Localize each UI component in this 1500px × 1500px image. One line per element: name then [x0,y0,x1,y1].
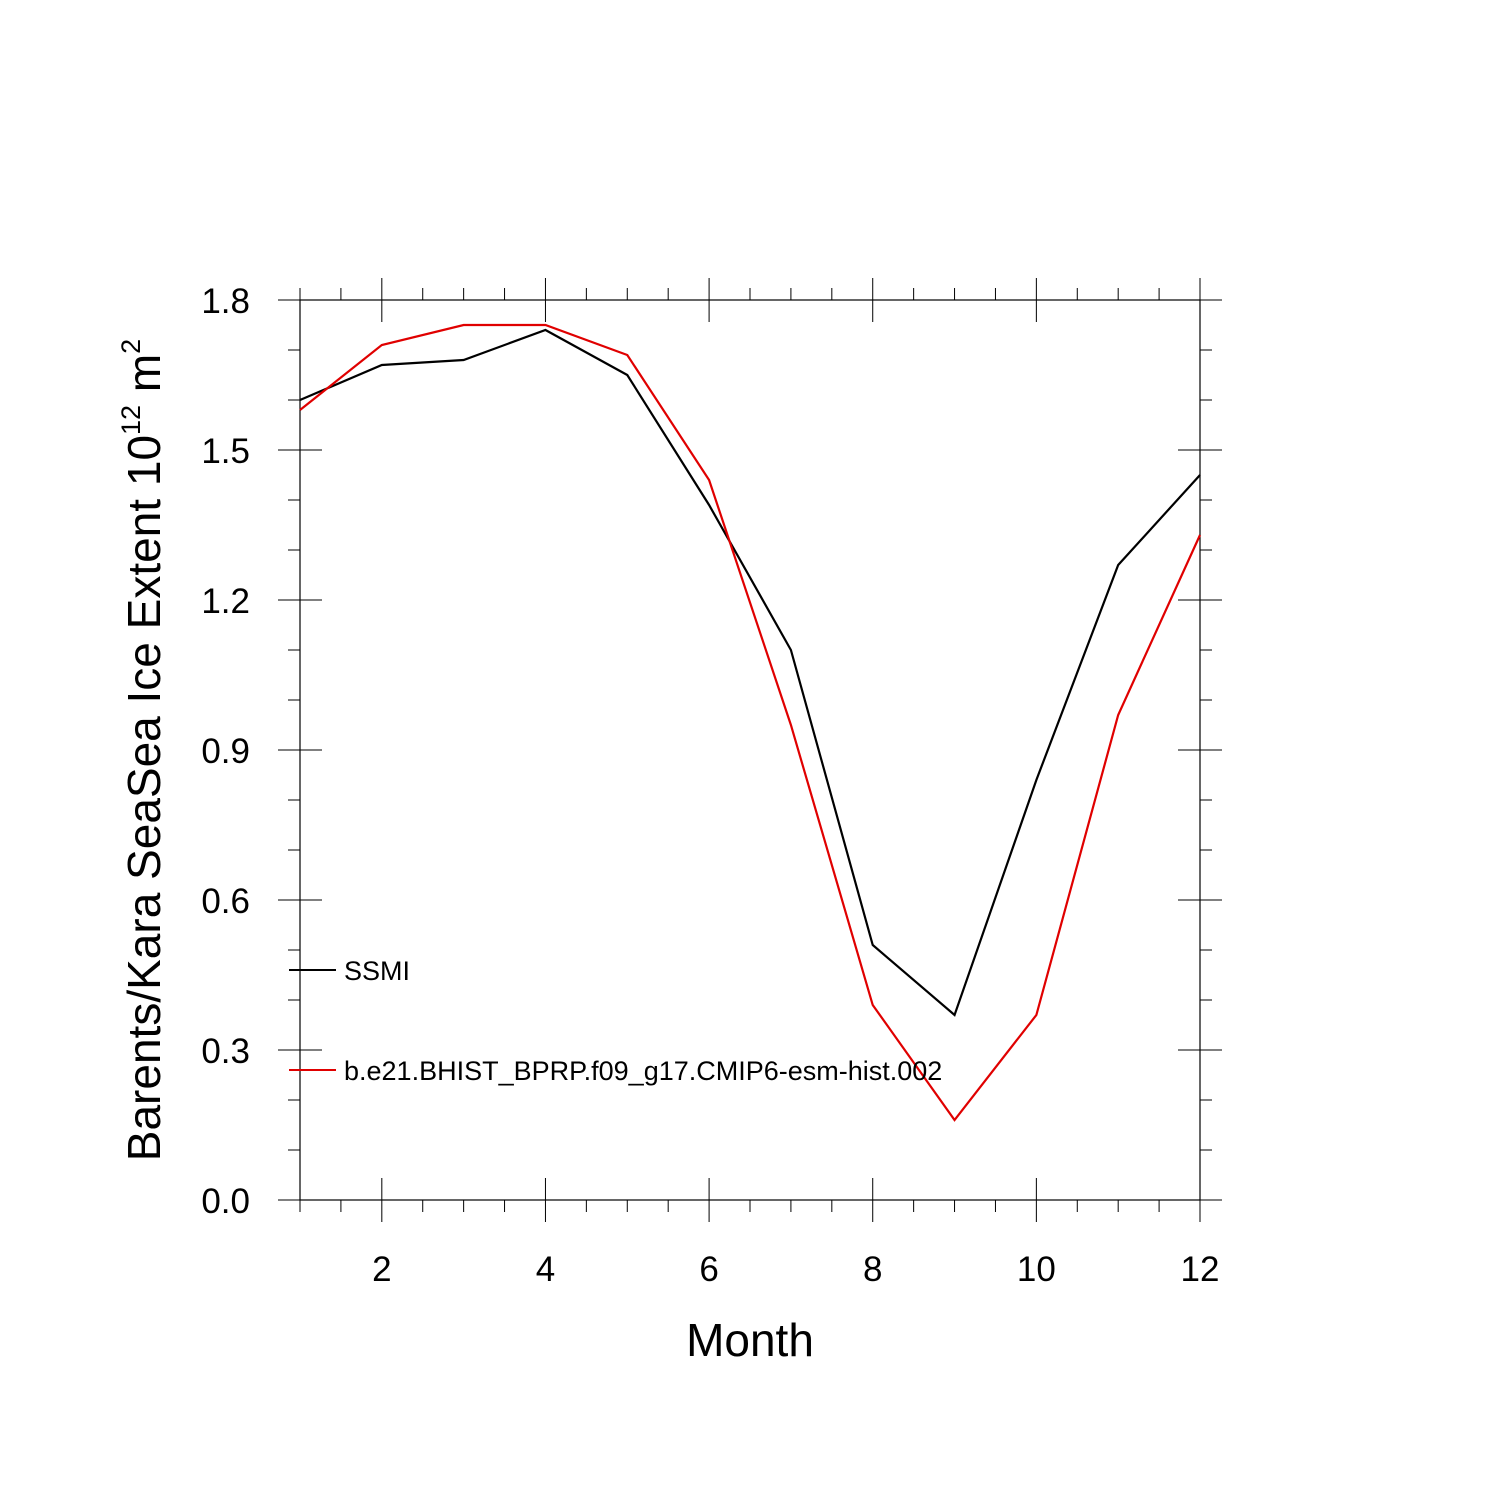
x-tick-label: 6 [699,1250,718,1289]
y-axis-label-main: Barents/Kara SeaSea Ice Extent 10 [118,435,170,1161]
y-tick-label: 1.8 [201,282,250,321]
y-tick-label: 0.9 [201,732,250,771]
series-lines [299,323,1202,1122]
y-axis-label-unit-exponent: 2 [116,339,146,354]
legend-label-ssmi: SSMI [344,956,410,986]
x-axis-label: Month [686,1314,814,1366]
x-tick-label: 10 [1017,1250,1056,1289]
x-tick-label: 2 [372,1250,391,1289]
plot-frame [299,299,1201,1201]
x-tick-label: 8 [863,1250,882,1289]
series-line-model [299,323,1202,1122]
x-tick-label: 4 [536,1250,555,1289]
legend-entry-ssmi: SSMI [289,956,410,986]
y-tick-label: 1.2 [201,582,250,621]
y-tick-label: 0.3 [201,1032,250,1071]
series-line-ssmi [299,328,1201,1017]
minor-ticks [288,288,1212,1212]
legend-entry-model: b.e21.BHIST_BPRP.f09_g17.CMIP6-esm-hist.… [289,1056,942,1086]
legend-label-model: b.e21.BHIST_BPRP.f09_g17.CMIP6-esm-hist.… [344,1056,942,1086]
y-axis-label-unit: m [118,354,170,405]
x-tick-label: 12 [1181,1250,1220,1289]
legend: SSMI b.e21.BHIST_BPRP.f09_g17.CMIP6-esm-… [289,956,942,1086]
y-tick-label: 0.0 [201,1182,250,1221]
y-tick-label: 0.6 [201,882,250,921]
y-tick-labels: 0.0 0.3 0.6 0.9 1.2 1.5 1.8 [201,282,250,1221]
y-axis-label: Barents/Kara SeaSea Ice Extent 1012 m2 [116,339,170,1161]
x-tick-labels: 2 4 6 8 10 12 [372,1250,1219,1289]
y-axis-label-exponent: 12 [116,405,146,435]
y-tick-label: 1.5 [201,432,250,471]
